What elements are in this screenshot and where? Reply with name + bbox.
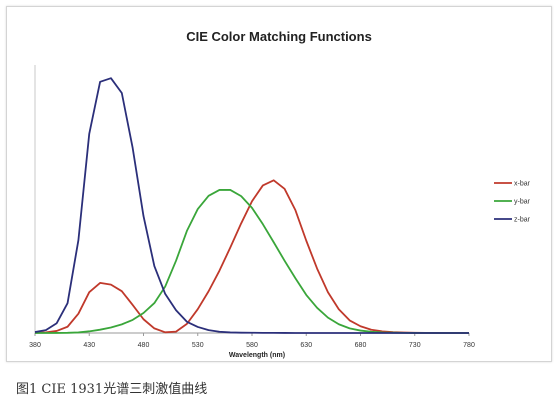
figure-caption: 图1 CIE 1931光谱三刺激值曲线: [16, 382, 208, 397]
x-tick-label: 730: [409, 342, 421, 349]
series-line-x-bar: [34, 179, 470, 334]
legend: x-bar y-bar z-bar: [494, 181, 531, 224]
cie-chart: CIE Color Matching Functions 380 430 480 53…: [29, 29, 531, 359]
axes: [34, 65, 469, 334]
x-tick-label: 380: [29, 342, 41, 349]
chart-frame: CIE Color Matching Functions 380 430 480 53…: [6, 6, 552, 362]
legend-label-x-bar: x-bar: [514, 181, 531, 188]
x-tick-label: 780: [463, 342, 475, 349]
x-axis-label: Wavelength (nm): [229, 352, 285, 359]
series-lines: [34, 77, 470, 334]
chart-title: CIE Color Matching Functions: [186, 29, 372, 44]
legend-label-y-bar: y-bar: [514, 199, 531, 206]
x-tick-label: 630: [300, 342, 312, 349]
x-tick-label: 680: [355, 342, 367, 349]
x-tick-labels: 380 430 480 530 580 630 680 730 780: [29, 333, 475, 349]
legend-label-z-bar: z-bar: [514, 217, 531, 224]
x-tick-label: 580: [246, 342, 258, 349]
x-tick-label: 430: [83, 342, 95, 349]
series-line-z-bar: [34, 77, 469, 334]
series-line-y-bar: [34, 189, 469, 334]
x-tick-label: 530: [192, 342, 204, 349]
x-tick-label: 480: [138, 342, 150, 349]
